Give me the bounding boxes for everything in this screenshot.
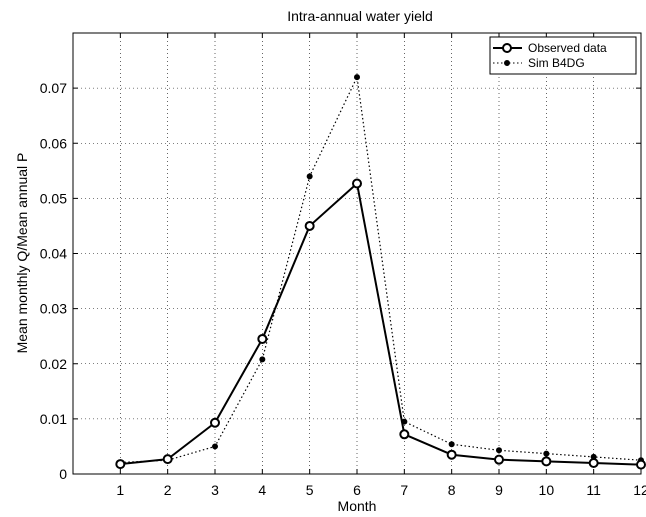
series xyxy=(115,74,646,470)
sim-point xyxy=(354,74,360,81)
x-tick-label: 5 xyxy=(306,482,314,498)
observed-point xyxy=(352,178,362,189)
y-tick-label: 0 xyxy=(59,466,67,482)
grid xyxy=(73,33,641,474)
observed-point xyxy=(162,454,173,465)
y-tick-label: 0.04 xyxy=(40,246,67,262)
x-tick-label: 9 xyxy=(495,482,503,498)
x-tick-label: 7 xyxy=(400,482,408,498)
legend: Observed data Sim B4DG xyxy=(489,36,637,75)
y-tick-label: 0.07 xyxy=(40,80,67,96)
y-axis-title: Mean monthly Q/Mean annual P xyxy=(14,153,30,354)
series-line-observed xyxy=(120,182,642,466)
x-tick-label: 8 xyxy=(448,482,456,498)
observed-point xyxy=(636,459,646,470)
sim-point xyxy=(543,450,550,457)
x-tick-label: 1 xyxy=(116,482,124,498)
y-tick-label: 0.05 xyxy=(40,190,67,206)
legend-observed-label: Observed data xyxy=(528,41,607,55)
observed-point xyxy=(446,449,457,460)
x-axis-title: Month xyxy=(338,498,377,514)
observed-point xyxy=(494,454,504,465)
x-tick-label: 10 xyxy=(539,482,555,498)
x-tick-label: 4 xyxy=(258,482,266,498)
legend-box xyxy=(489,36,637,75)
sim-point xyxy=(306,173,313,180)
chart-title: Intra-annual water yield xyxy=(287,8,433,24)
observed-point xyxy=(304,220,315,231)
observed-point xyxy=(541,456,552,467)
x-tick-label: 2 xyxy=(164,482,172,498)
y-tick-label: 0.02 xyxy=(40,356,67,372)
series-line-sim xyxy=(120,76,642,464)
legend-observed-marker xyxy=(502,43,512,53)
y-tick-label: 0.03 xyxy=(40,301,67,317)
sim-point xyxy=(212,443,218,450)
x-tick-label: 3 xyxy=(211,482,219,498)
observed-point xyxy=(115,459,126,470)
y-tick-label: 0.06 xyxy=(40,135,67,151)
legend-sim-marker xyxy=(504,60,510,66)
sim-point xyxy=(448,441,455,448)
observed-point xyxy=(210,417,220,428)
y-tick-label: 0.01 xyxy=(40,411,67,427)
sim-point xyxy=(259,356,266,363)
observed-point xyxy=(257,333,268,344)
x-tick-label: 6 xyxy=(353,482,361,498)
x-tick-label: 12 xyxy=(633,482,646,498)
observed-point xyxy=(399,429,410,440)
legend-sim-label: Sim B4DG xyxy=(528,56,585,70)
axis-ticks: 1 2 3 4 5 6 7 8 9 10 11 1200.010.020.030.040.050.06… xyxy=(40,33,646,498)
sim-point xyxy=(496,447,502,454)
x-tick-label: 11 xyxy=(586,482,601,498)
observed-point xyxy=(588,457,599,468)
